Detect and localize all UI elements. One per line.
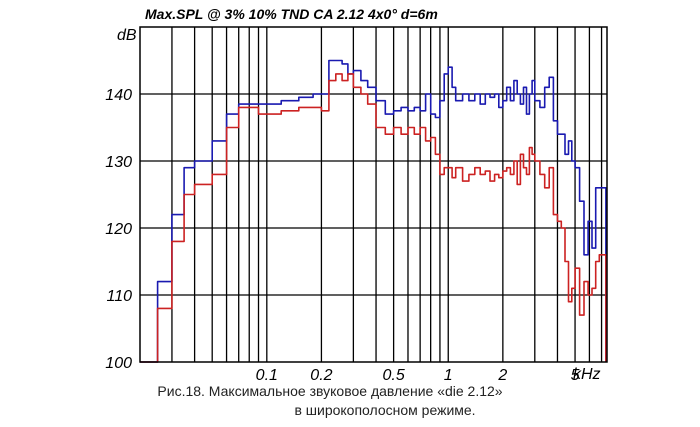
series-line-2 (140, 73, 607, 363)
x-tick-label: 2 (497, 367, 507, 380)
y-tick-labels: 100 110 120 130 140 (105, 87, 132, 372)
spl-chart: Max.SPL @ 3% 10% TND CA 2.12 4x0° d=6m d… (105, 6, 608, 380)
series-line-1 (140, 59, 607, 363)
plot-frame (139, 26, 608, 363)
y-tick-label: 100 (105, 355, 132, 372)
y-tick-label: 130 (105, 154, 132, 171)
x-tick-labels: 0.1 0.2 0.5 1 2 5 (256, 367, 580, 380)
x-tick-label: 0.1 (256, 367, 278, 380)
figure-caption-line2: в широкополосном режиме. (294, 402, 476, 418)
x-tick-label: 5 (571, 367, 580, 380)
y-axis-label: dB (117, 27, 137, 44)
x-tick-label: 0.2 (310, 367, 332, 380)
series-layer (140, 59, 607, 363)
x-tick-label: 0.5 (382, 367, 404, 380)
y-tick-label: 110 (106, 288, 132, 305)
x-axis-label: kHz (573, 366, 601, 380)
chart-title: Max.SPL @ 3% 10% TND CA 2.12 4x0° d=6m (145, 6, 438, 22)
y-tick-label: 120 (105, 221, 132, 238)
grid (140, 27, 607, 362)
figure-caption-line1: Рис.18. Максимальное звуковое давление «… (157, 383, 503, 399)
y-tick-label: 140 (105, 87, 132, 104)
x-tick-label: 1 (444, 367, 453, 380)
